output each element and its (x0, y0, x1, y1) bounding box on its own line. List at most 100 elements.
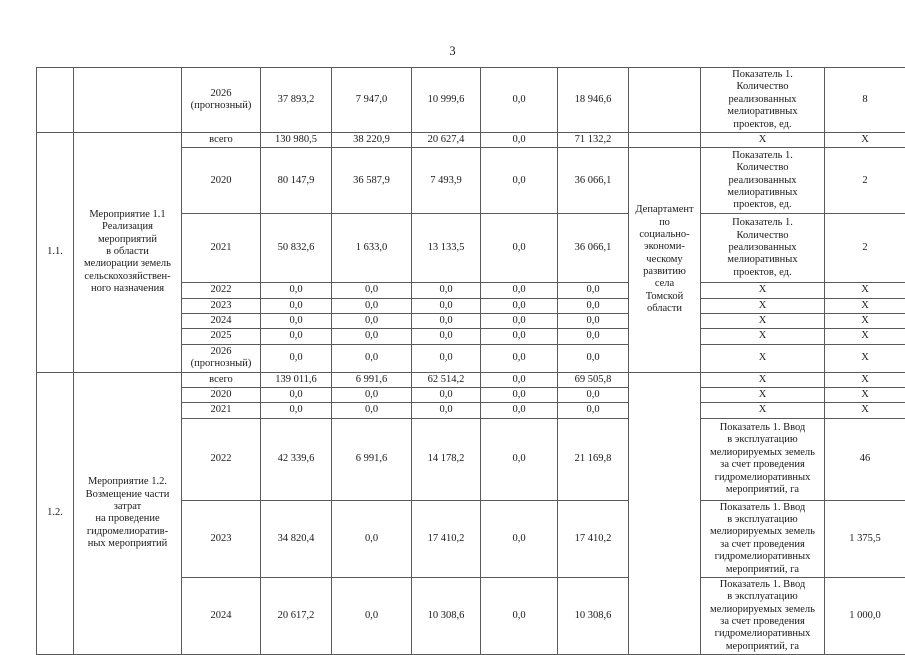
cell-local: 0,0 (481, 298, 558, 313)
indicator-line: гидромелиоративных (704, 628, 821, 640)
cell-year: всего (182, 372, 261, 387)
cell-local: 0,0 (481, 68, 558, 133)
measure-line: Возмещение части (77, 489, 178, 501)
cell-local: 0,0 (481, 403, 558, 418)
measure-line: ных мероприятий (77, 538, 178, 550)
indicator-line: мелиоративных (704, 187, 821, 199)
indicator-line: реализованных (704, 175, 821, 187)
indicator-line: Количество (704, 162, 821, 174)
cell-year: 2024 (182, 577, 261, 654)
cell-regional: 13 133,5 (412, 214, 481, 283)
cell-indicator: Показатель 1. Количество реализованных м… (701, 214, 825, 283)
indicator-line: в эксплуатацию (704, 434, 821, 446)
cell-indicator-value: 2 (825, 214, 905, 283)
cell-year: 2023 (182, 298, 261, 313)
indicator-line: проектов, ед. (704, 199, 821, 211)
cell-regional: 0,0 (412, 403, 481, 418)
cell-federal: 38 220,9 (332, 132, 412, 147)
cell-year: 2025 (182, 329, 261, 344)
cell-federal: 0,0 (332, 283, 412, 298)
executor-line: развитию (632, 266, 697, 278)
cell-federal: 0,0 (332, 403, 412, 418)
cell-federal: 0,0 (332, 329, 412, 344)
cell-year: 2021 (182, 403, 261, 418)
cell-total: 0,0 (261, 298, 332, 313)
cell-local: 0,0 (481, 283, 558, 298)
cell-indicator-value: 1 375,5 (825, 500, 905, 577)
cell-extra: 0,0 (558, 329, 629, 344)
cell-indicator: Показатель 1. Количество реализованных м… (701, 148, 825, 214)
indicator-line: в эксплуатацию (704, 591, 821, 603)
cell-federal: 7 947,0 (332, 68, 412, 133)
indicator-line: реализованных (704, 94, 821, 106)
indicator-line: Показатель 1. Ввод (704, 422, 821, 434)
cell-total: 0,0 (261, 344, 332, 372)
cell-indicator: X (701, 283, 825, 298)
indicator-line: в эксплуатацию (704, 514, 821, 526)
cell-total: 0,0 (261, 387, 332, 402)
cell-regional: 62 514,2 (412, 372, 481, 387)
cell-year: всего (182, 132, 261, 147)
cell-year: 2023 (182, 500, 261, 577)
indicator-line: мелиоративных (704, 106, 821, 118)
indicator-line: Количество (704, 81, 821, 93)
cell-regional: 0,0 (412, 314, 481, 329)
indicator-line: Показатель 1. (704, 217, 821, 229)
executor-line: по (632, 217, 697, 229)
cell-executor-spacer (629, 132, 701, 147)
cell-executor (629, 68, 701, 133)
cell-year: 2026 (прогнозный) (182, 68, 261, 133)
cell-federal: 6 991,6 (332, 418, 412, 500)
document-page: 3 2026 (прогнозный) 37 893,2 7 947,0 10 … (0, 0, 905, 640)
cell-regional: 10 999,6 (412, 68, 481, 133)
cell-indicator-value: X (825, 298, 905, 313)
cell-federal: 0,0 (332, 387, 412, 402)
cell-regional: 20 627,4 (412, 132, 481, 147)
cell-federal: 6 991,6 (332, 372, 412, 387)
cell-regional: 0,0 (412, 283, 481, 298)
cell-extra: 21 169,8 (558, 418, 629, 500)
cell-federal: 0,0 (332, 344, 412, 372)
cell-extra: 0,0 (558, 314, 629, 329)
measure-line: затрат (77, 501, 178, 513)
cell-local: 0,0 (481, 418, 558, 500)
executor-line: экономи- (632, 241, 697, 253)
indicator-line: Показатель 1. Ввод (704, 502, 821, 514)
cell-indicator-value: 1 000,0 (825, 577, 905, 654)
cell-indicator: X (701, 314, 825, 329)
cell-regional: 14 178,2 (412, 418, 481, 500)
cell-regional: 7 493,9 (412, 148, 481, 214)
cell-extra: 36 066,1 (558, 148, 629, 214)
executor-line: села (632, 278, 697, 290)
indicator-line: гидромелиоративных (704, 551, 821, 563)
indicator-line: мелиоративных (704, 254, 821, 266)
cell-extra: 71 132,2 (558, 132, 629, 147)
indicator-line: мелиорируемых земель (704, 604, 821, 616)
cell-indicator-value: X (825, 329, 905, 344)
measure-line: ного назначения (77, 283, 178, 295)
cell-year: 2020 (182, 387, 261, 402)
cell-local: 0,0 (481, 577, 558, 654)
cell-indicator-value: 8 (825, 68, 905, 133)
cell-indicator: X (701, 372, 825, 387)
cell-federal: 0,0 (332, 298, 412, 313)
cell-total: 20 617,2 (261, 577, 332, 654)
indicator-line: Показатель 1. Ввод (704, 579, 821, 591)
cell-indicator: Показатель 1. Ввод в эксплуатацию мелиор… (701, 418, 825, 500)
cell-regional: 10 308,6 (412, 577, 481, 654)
cell-total: 42 339,6 (261, 418, 332, 500)
cell-indicator: Показатель 1. Ввод в эксплуатацию мелиор… (701, 500, 825, 577)
cell-indicator: Показатель 1. Ввод в эксплуатацию мелиор… (701, 577, 825, 654)
cell-year: 2026 (прогнозный) (182, 344, 261, 372)
cell-indicator: X (701, 387, 825, 402)
cell-local: 0,0 (481, 148, 558, 214)
executor-line: ческому (632, 254, 697, 266)
measure-line: мероприятий (77, 234, 178, 246)
cell-indicator-value: X (825, 344, 905, 372)
program-financing-table: 2026 (прогнозный) 37 893,2 7 947,0 10 99… (36, 67, 905, 655)
cell-extra: 0,0 (558, 298, 629, 313)
cell-indicator-value: X (825, 403, 905, 418)
indicator-line: мероприятий, га (704, 484, 821, 496)
measure-line: мелиорации земель (77, 258, 178, 270)
year-label: 2026 (185, 346, 257, 358)
